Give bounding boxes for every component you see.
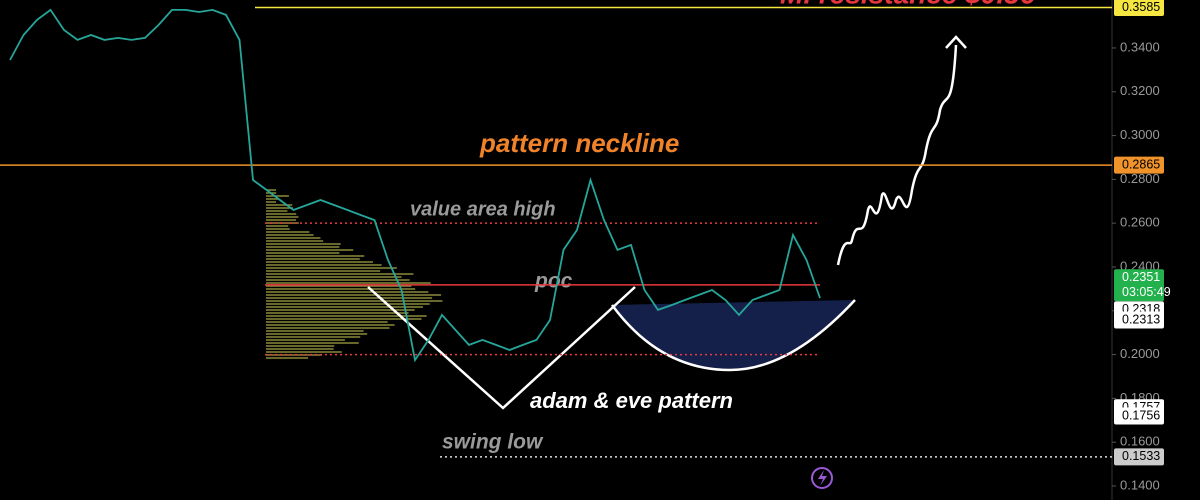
price-tag-label: 0.3585 <box>1122 0 1160 14</box>
y-tick-label: 0.3000 <box>1120 127 1160 142</box>
pattern-label: adam & eve pattern <box>530 388 733 413</box>
swing-low-label: swing low <box>442 431 544 454</box>
neckline-label: pattern neckline <box>479 128 679 158</box>
price-tag-label: 0.1756 <box>1122 408 1160 422</box>
y-tick-label: 0.2600 <box>1120 215 1160 230</box>
price-tag-label: 0.2865 <box>1122 157 1160 171</box>
poc-label: poc <box>534 270 573 293</box>
y-tick-label: 0.1600 <box>1120 434 1160 449</box>
y-tick-label: 0.2000 <box>1120 346 1160 361</box>
price-tag-label: 0.2313 <box>1122 312 1160 326</box>
vah-label: value area high <box>410 198 556 220</box>
price-tag-label: 0.1533 <box>1122 449 1160 463</box>
countdown: 03:05:49 <box>1122 285 1171 299</box>
y-tick-label: 0.3200 <box>1120 83 1160 98</box>
y-tick-label: 0.3400 <box>1120 39 1160 54</box>
price-tag-label: 0.2351 <box>1122 270 1160 284</box>
y-tick-label: 0.1400 <box>1120 477 1160 492</box>
